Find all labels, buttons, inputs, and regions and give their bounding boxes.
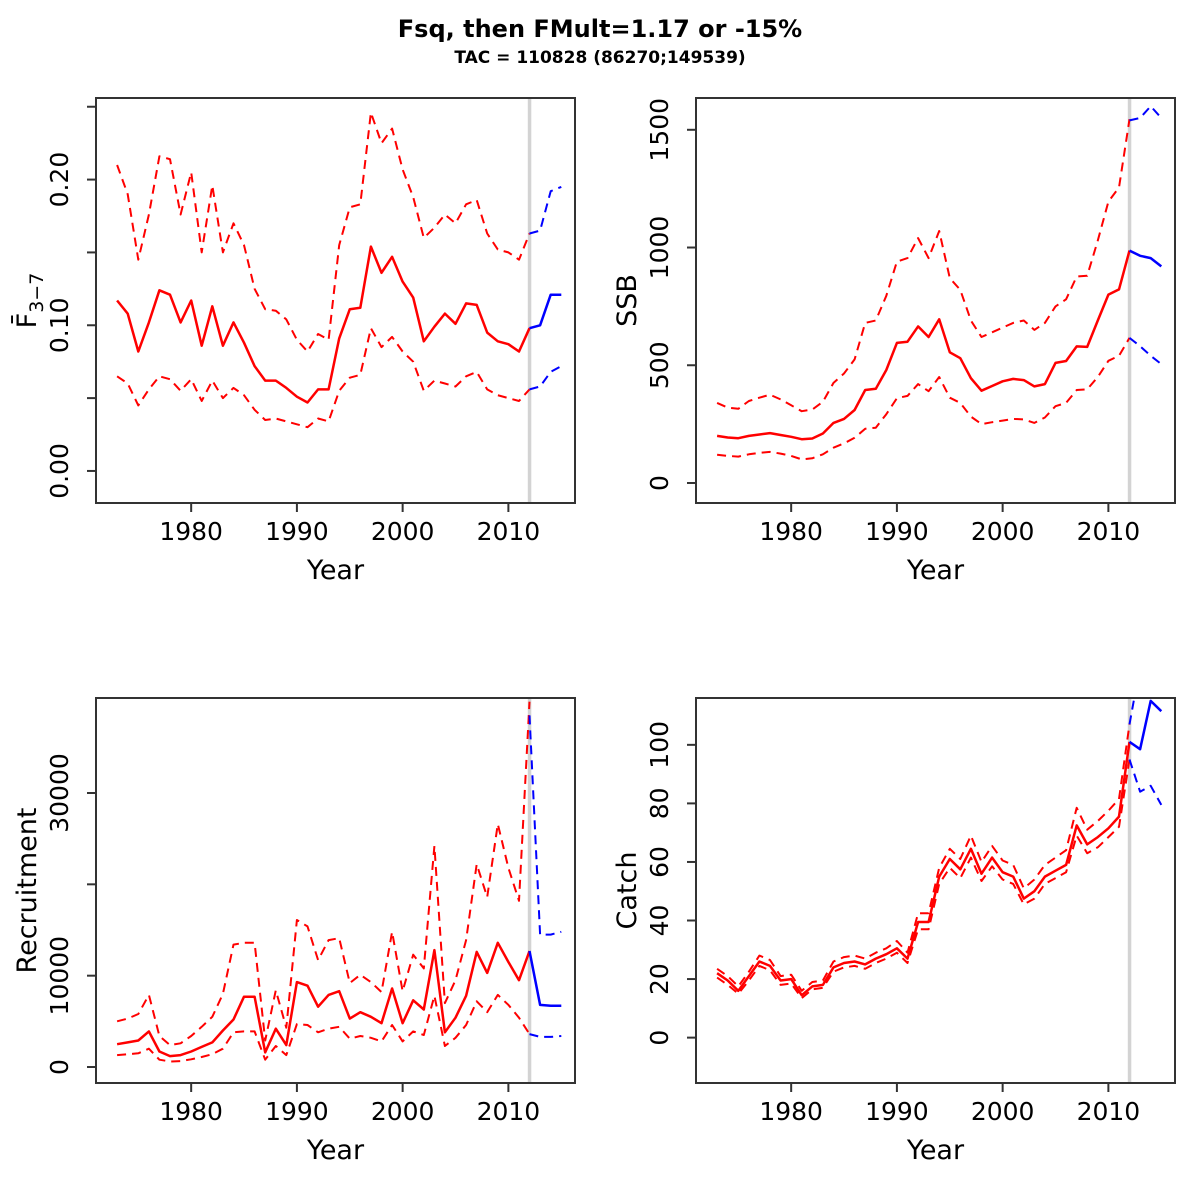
figure-header: Fsq, then FMult=1.17 or -15% TAC = 11082… xyxy=(0,0,1200,69)
x-tick-label: 2010 xyxy=(477,517,541,546)
x-axis-title: Year xyxy=(906,1135,965,1166)
x-tick-label: 2010 xyxy=(1077,1097,1141,1126)
ssb-forecast-lower-line xyxy=(1128,337,1162,365)
y-axis-title: SSB xyxy=(612,274,643,327)
x-tick-label: 2000 xyxy=(371,1097,435,1126)
recruitment-history-lower-line xyxy=(117,993,531,1063)
x-tick-label: 1990 xyxy=(865,517,929,546)
plot-box xyxy=(95,697,576,1084)
y-tick-label: 0.00 xyxy=(45,443,74,499)
plot-box xyxy=(695,97,1176,504)
catch-forecast-lower-line xyxy=(1128,759,1163,806)
plot-box xyxy=(695,697,1176,1084)
chart-title: Fsq, then FMult=1.17 or -15% xyxy=(397,15,803,43)
x-axis-title: Year xyxy=(306,1135,365,1166)
y-axis-title: F̄3−7 xyxy=(11,273,48,329)
recruitment-history-median-line xyxy=(116,941,531,1058)
panel-recruitment: 1980 1990 2000 2010 0 10000 30000 Year Recruitme… xyxy=(12,697,576,1166)
panel-catch: 1980 1990 2000 2010 0 20 40 60 80 100 Year Catch xyxy=(612,697,1176,1166)
panel-ssb: 1980 1990 2000 2010 0 500 1000 1500 Year SSB xyxy=(612,97,1176,586)
y-tick-label: 0 xyxy=(645,475,674,491)
recruitment-forecast-median-line xyxy=(528,950,562,1008)
panel-fbar: 1980 1990 2000 2010 0.00 0.10 0.20 Year F̄3−7 xyxy=(11,97,576,586)
series-group xyxy=(116,701,562,1063)
y-tick-label: 30000 xyxy=(45,753,74,833)
ssb-history-upper-line xyxy=(716,119,1131,413)
y-axis-title: Recruitment xyxy=(12,808,43,974)
catch-forecast-median-line xyxy=(1128,699,1163,751)
catch-forecast-upper-line xyxy=(1128,698,1136,725)
catch-history-upper-line xyxy=(716,724,1131,992)
fbar-history-lower-line xyxy=(116,327,531,429)
y-axis-title-base: F̄ xyxy=(11,313,43,329)
x-tick-label: 1990 xyxy=(265,1097,329,1126)
x-tick-label: 1980 xyxy=(759,1097,823,1126)
ssb-forecast-upper-line xyxy=(1129,105,1163,122)
ssb-history-lower-line xyxy=(716,337,1131,461)
recruitment-forecast-upper-line xyxy=(528,715,562,936)
y-tick-label: 1000 xyxy=(645,216,674,280)
recruitment-forecast-lower-line xyxy=(529,1033,562,1038)
y-tick-label: 80 xyxy=(645,787,674,819)
y-axis-title: Catch xyxy=(612,852,643,930)
x-tick-label: 1980 xyxy=(159,1097,223,1126)
y-tick-label: 0.20 xyxy=(45,152,74,208)
x-axis-title: Year xyxy=(906,555,965,586)
catch-history-lower-line xyxy=(716,759,1131,1000)
catch-history-median-line xyxy=(716,741,1131,997)
x-axis-title: Year xyxy=(306,555,365,586)
y-tick-label: 0.10 xyxy=(45,297,74,353)
y-tick-label: 20 xyxy=(645,963,674,995)
y-axis-title-subscript: 3−7 xyxy=(26,273,48,313)
fbar-forecast-lower-line xyxy=(529,365,562,391)
x-tick-label: 1990 xyxy=(865,1097,929,1126)
y-tick-label: 1500 xyxy=(645,98,674,162)
recruitment-history-upper-line xyxy=(116,701,531,1047)
series-group xyxy=(716,698,1163,1000)
x-tick-label: 2000 xyxy=(371,517,435,546)
x-tick-label: 1980 xyxy=(159,517,223,546)
y-tick-label: 0 xyxy=(645,1030,674,1046)
fbar-history-upper-line xyxy=(116,111,531,353)
x-tick-label: 1990 xyxy=(265,517,329,546)
plot-box xyxy=(95,97,576,504)
fbar-forecast-median-line xyxy=(529,293,562,330)
series-group xyxy=(116,111,562,429)
ssb-history-median-line xyxy=(716,250,1131,441)
y-tick-label: 0 xyxy=(45,1059,74,1075)
x-tick-label: 2000 xyxy=(971,1097,1035,1126)
x-tick-label: 1980 xyxy=(759,517,823,546)
fbar-history-median-line xyxy=(116,245,531,404)
y-tick-label: 60 xyxy=(645,846,674,878)
x-tick-label: 2010 xyxy=(477,1097,541,1126)
y-tick-label: 40 xyxy=(645,905,674,937)
chart-subtitle: TAC = 110828 (86270;149539) xyxy=(454,48,746,69)
y-tick-label: 500 xyxy=(645,341,674,389)
x-tick-label: 2010 xyxy=(1077,517,1141,546)
ssb-forecast-median-line xyxy=(1128,249,1163,268)
y-tick-label: 100 xyxy=(645,721,674,769)
y-tick-label: 10000 xyxy=(45,936,74,1016)
x-tick-label: 2000 xyxy=(971,517,1035,546)
fbar-forecast-upper-line xyxy=(529,185,562,235)
series-group xyxy=(716,105,1163,461)
